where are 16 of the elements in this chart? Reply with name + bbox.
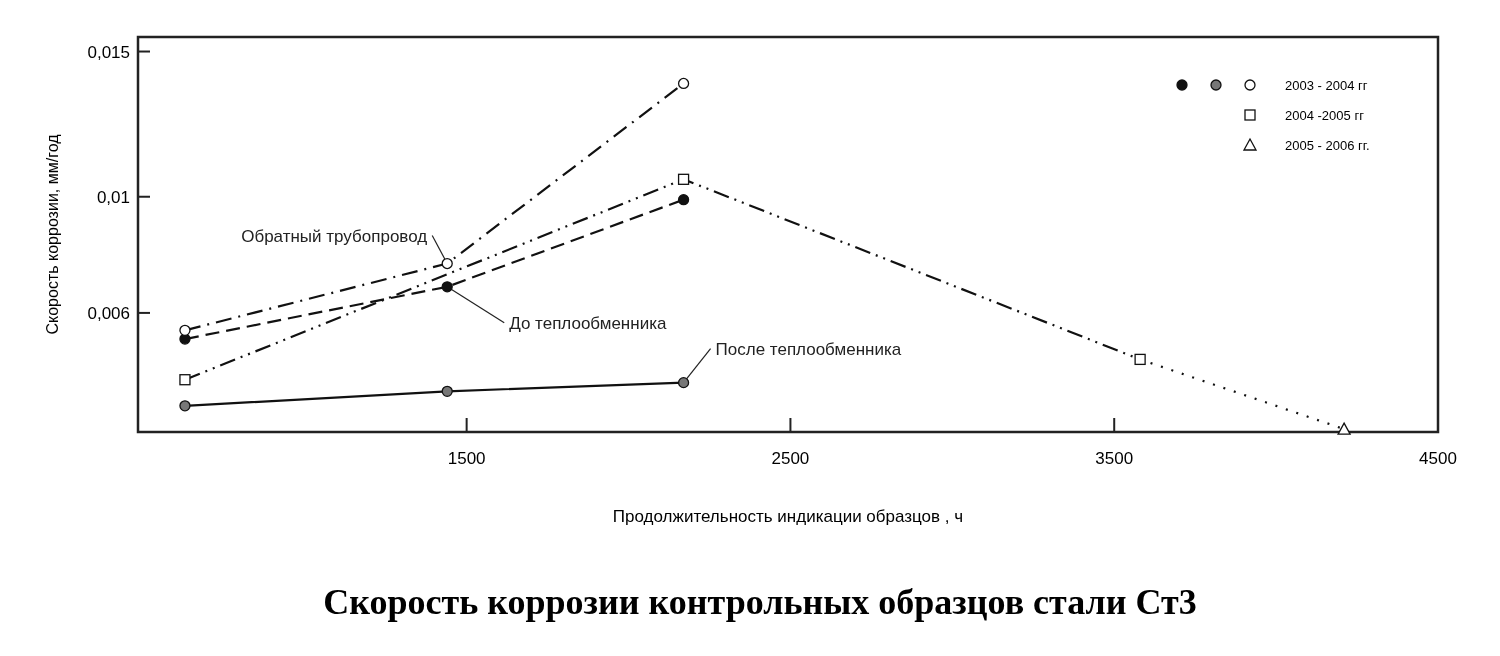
legend-label: 2005 - 2006 гг. xyxy=(1285,138,1370,153)
x-tick-label: 1500 xyxy=(447,449,486,468)
x-tick-label: 4500 xyxy=(1419,449,1457,468)
y-tick-label: 0,015 xyxy=(87,42,130,62)
text: После теплообменника xyxy=(715,339,902,359)
legend-label: 2003 - 2004 гг xyxy=(1285,78,1368,93)
x-axis-title: Продолжительность индикации образцов , ч xyxy=(612,507,964,526)
y-tick-label: 0,006 xyxy=(87,303,130,323)
text: До теплообменника xyxy=(509,313,667,333)
text: Скорость коррозии контрольных образцов стали Ст3 xyxy=(323,582,1197,622)
y-axis-title: Скорость коррозии, мм/год xyxy=(44,133,61,335)
series-label: Обратный трубопровод xyxy=(241,226,428,246)
y-tick-label: 0,01 xyxy=(96,187,130,207)
x-tick-label: 2500 xyxy=(771,449,810,468)
x-tick-label: 3500 xyxy=(1095,449,1134,468)
legend-label: 2004 -2005 гг xyxy=(1285,108,1365,123)
